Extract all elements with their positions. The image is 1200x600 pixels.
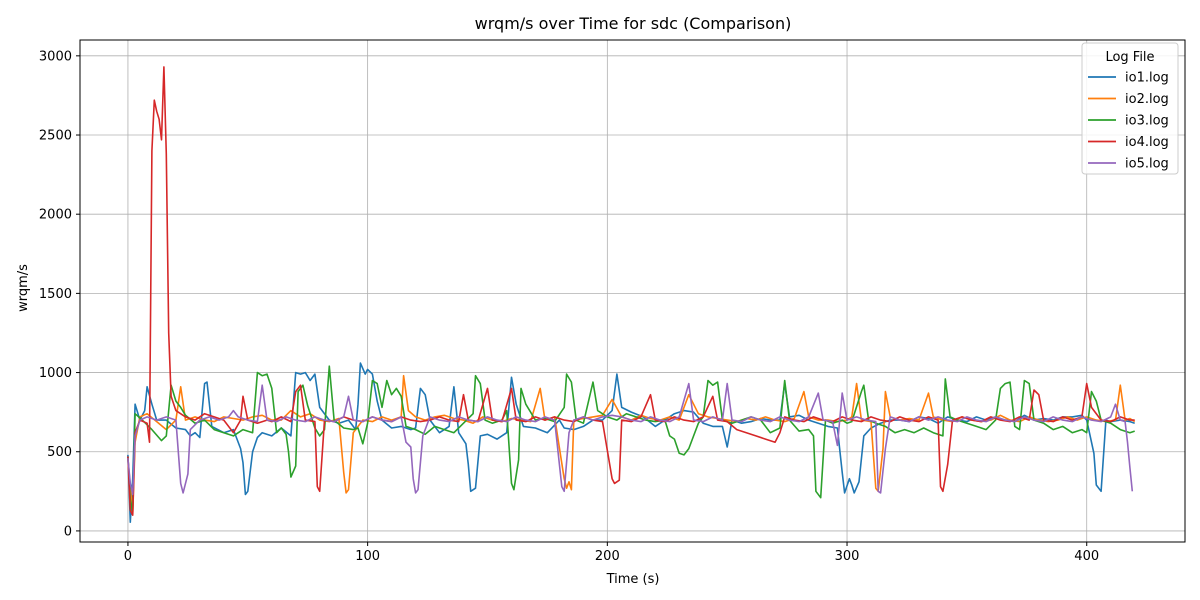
legend: Log File io1.log io2.log io3.log io4.log io5… [1081, 42, 1179, 175]
legend-item: io2.log [1088, 92, 1169, 107]
legend-item: io3.log [1088, 114, 1169, 129]
y-axis-title: wrqm/s [16, 264, 31, 312]
legend-item: io4.log [1088, 135, 1169, 150]
y-tick-label: 500 [47, 445, 72, 460]
legend-title: Log File [1105, 50, 1154, 65]
series-line-io4-log [127, 66, 1135, 516]
x-tick-label: 0 [124, 549, 132, 564]
plot-frame [79, 39, 1186, 543]
grid-lines [80, 40, 1185, 542]
x-tick-label: 100 [355, 549, 380, 564]
legend-label: io3.log [1125, 114, 1169, 129]
legend-label: io5.log [1125, 157, 1169, 172]
y-axis-ticks: 0 500 1000 1500 2000 2500 3000 [39, 49, 80, 539]
legend-item: io5.log [1088, 157, 1169, 172]
x-tick-label: 300 [835, 549, 860, 564]
y-tick-label: 3000 [39, 49, 72, 64]
legend-item: io1.log [1088, 71, 1169, 86]
series-line-io1-log [127, 362, 1135, 523]
legend-label: io1.log [1125, 71, 1169, 86]
y-tick-label: 1500 [39, 287, 72, 302]
y-tick-label: 1000 [39, 366, 72, 381]
y-tick-label: 2000 [39, 208, 72, 223]
x-tick-label: 400 [1074, 549, 1099, 564]
legend-label: io2.log [1125, 92, 1169, 107]
chart-title: wrqm/s over Time for sdc (Comparison) [475, 14, 792, 33]
series-line-io2-log [127, 374, 1136, 516]
legend-label: io4.log [1125, 135, 1169, 150]
series-layer [127, 66, 1136, 523]
series-line-io5-log [127, 382, 1134, 496]
x-axis-title: Time (s) [606, 572, 660, 587]
y-tick-label: 2500 [39, 129, 72, 144]
y-tick-label: 0 [64, 524, 72, 539]
x-tick-label: 200 [595, 549, 620, 564]
x-axis-ticks: 0 100 200 300 400 [124, 542, 1099, 564]
series-line-io3-log [127, 365, 1135, 513]
